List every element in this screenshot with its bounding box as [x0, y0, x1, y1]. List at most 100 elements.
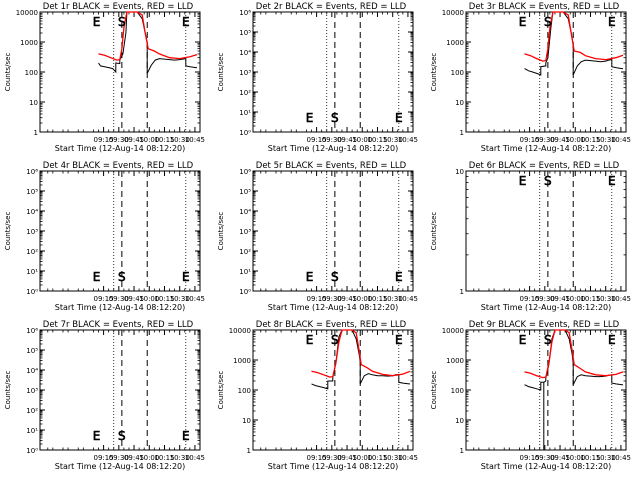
x-tick-label: 10:00 — [139, 136, 159, 144]
panel-det-8: Det 8r BLACK = Events, RED = LLD 1 10 100 10… — [217, 320, 418, 471]
y-tick-label: 10⁵ — [26, 347, 38, 355]
y-tick-label: 10¹ — [26, 268, 38, 276]
x-tick-label: 09:15 — [94, 454, 114, 462]
panel-det-5: Det 5r BLACK = Events, RED = LLD 10⁰ 10¹ 10… — [217, 161, 418, 312]
x-tick-label: 09:30 — [535, 454, 555, 462]
event-marker-s: S — [331, 270, 339, 284]
x-tick-label: 10:15 — [367, 295, 387, 303]
y-tick-label: 10² — [26, 248, 38, 256]
x-axis-label: Start Time (12-Aug-14 08:12:20) — [268, 462, 399, 471]
x-tick-label: 09:45 — [337, 295, 357, 303]
x-axis-label: Start Time (12-Aug-14 08:12:20) — [268, 144, 399, 153]
y-tick-label: 1 — [460, 129, 464, 137]
x-tick-label: 10:30 — [596, 454, 616, 462]
event-marker-e: E — [608, 174, 616, 188]
x-tick-label: 09:15 — [94, 295, 114, 303]
y-tick-label: 100 — [238, 387, 251, 395]
y-tick-label: 1000 — [233, 357, 251, 365]
y-tick-label: 10¹ — [26, 427, 38, 435]
x-tick-label: 10:45 — [611, 454, 631, 462]
series-line-events — [524, 329, 623, 450]
x-tick-label: 10:00 — [352, 454, 372, 462]
x-tick-label: 10:30 — [170, 136, 190, 144]
event-marker-e: E — [306, 333, 314, 347]
y-tick-label: 10⁶ — [239, 9, 251, 17]
series-line-lld — [524, 329, 624, 379]
x-tick-label: 09:30 — [322, 454, 342, 462]
y-tick-label: 10⁰ — [26, 288, 38, 296]
panel-det-9: Det 9r BLACK = Events, RED = LLD 1 10 100 10… — [430, 320, 631, 471]
y-axis-label: Counts/sec — [4, 212, 12, 251]
x-tick-label: 09:45 — [124, 295, 144, 303]
x-tick-label: 10:15 — [367, 136, 387, 144]
x-tick-label: 10:00 — [565, 295, 585, 303]
y-tick-label: 1 — [460, 288, 464, 296]
y-tick-label: 10⁶ — [26, 327, 38, 335]
y-axis-label: Counts/sec — [4, 53, 12, 92]
y-tick-label: 10 — [29, 99, 38, 107]
y-tick-label: 10⁵ — [26, 188, 38, 196]
event-marker-e: E — [306, 111, 314, 125]
x-tick-label: 10:00 — [352, 295, 372, 303]
y-tick-label: 1000 — [446, 357, 464, 365]
y-axis-label: Counts/sec — [217, 371, 225, 410]
panel-title: Det 2r BLACK = Events, RED = LLD — [256, 2, 407, 12]
x-tick-label: 09:30 — [535, 136, 555, 144]
event-marker-s: S — [544, 174, 552, 188]
x-tick-label: 10:45 — [185, 454, 205, 462]
x-tick-label: 10:15 — [154, 295, 174, 303]
x-tick-label: 09:45 — [124, 136, 144, 144]
event-marker-s: S — [118, 15, 126, 29]
x-tick-label: 10:45 — [398, 295, 418, 303]
panel-title: Det 4r BLACK = Events, RED = LLD — [43, 161, 194, 171]
x-tick-label: 10:30 — [596, 136, 616, 144]
y-tick-label: 100 — [451, 387, 464, 395]
y-tick-label: 100 — [25, 69, 38, 77]
x-tick-label: 09:45 — [550, 454, 570, 462]
y-tick-label: 1 — [247, 447, 251, 455]
y-tick-label: 10⁵ — [239, 188, 251, 196]
x-tick-label: 10:45 — [398, 136, 418, 144]
y-tick-label: 10⁰ — [26, 447, 38, 455]
panel-title: Det 8r BLACK = Events, RED = LLD — [256, 320, 407, 330]
x-axis-label: Start Time (12-Aug-14 08:12:20) — [55, 144, 186, 153]
y-tick-label: 10² — [26, 407, 38, 415]
event-marker-s: S — [331, 333, 339, 347]
y-tick-label: 10000 — [442, 327, 464, 335]
panel-title: Det 5r BLACK = Events, RED = LLD — [256, 161, 407, 171]
x-tick-label: 10:15 — [154, 454, 174, 462]
x-tick-label: 10:00 — [565, 136, 585, 144]
x-tick-label: 10:00 — [352, 136, 372, 144]
x-axis-label: Start Time (12-Aug-14 08:12:20) — [268, 303, 399, 312]
x-tick-label: 09:45 — [124, 454, 144, 462]
x-tick-label: 10:30 — [170, 295, 190, 303]
x-tick-label: 09:15 — [520, 295, 540, 303]
event-marker-e: E — [519, 174, 527, 188]
x-tick-label: 09:15 — [307, 295, 327, 303]
x-tick-label: 09:15 — [307, 136, 327, 144]
x-tick-label: 09:15 — [307, 454, 327, 462]
x-axis-label: Start Time (12-Aug-14 08:12:20) — [55, 462, 186, 471]
y-axis-label: Counts/sec — [217, 53, 225, 92]
x-tick-label: 09:45 — [337, 454, 357, 462]
x-axis-label: Start Time (12-Aug-14 08:12:20) — [481, 303, 612, 312]
plot-frame — [39, 11, 201, 133]
x-tick-label: 09:30 — [109, 295, 129, 303]
x-tick-label: 10:00 — [139, 454, 159, 462]
y-tick-label: 10 — [455, 168, 464, 176]
plot-frame — [252, 329, 414, 451]
y-tick-label: 10⁴ — [26, 367, 38, 375]
panel-title: Det 7r BLACK = Events, RED = LLD — [43, 320, 194, 330]
event-marker-e: E — [182, 270, 190, 284]
y-tick-label: 10 — [455, 99, 464, 107]
y-tick-label: 10³ — [239, 69, 251, 77]
event-marker-e: E — [93, 15, 101, 29]
event-marker-e: E — [306, 270, 314, 284]
plot-frame — [465, 329, 627, 451]
event-marker-s: S — [118, 429, 126, 443]
series-line-lld — [524, 11, 624, 62]
x-tick-label: 09:30 — [322, 136, 342, 144]
y-tick-label: 10⁴ — [239, 49, 251, 57]
y-axis-label: Counts/sec — [4, 371, 12, 410]
